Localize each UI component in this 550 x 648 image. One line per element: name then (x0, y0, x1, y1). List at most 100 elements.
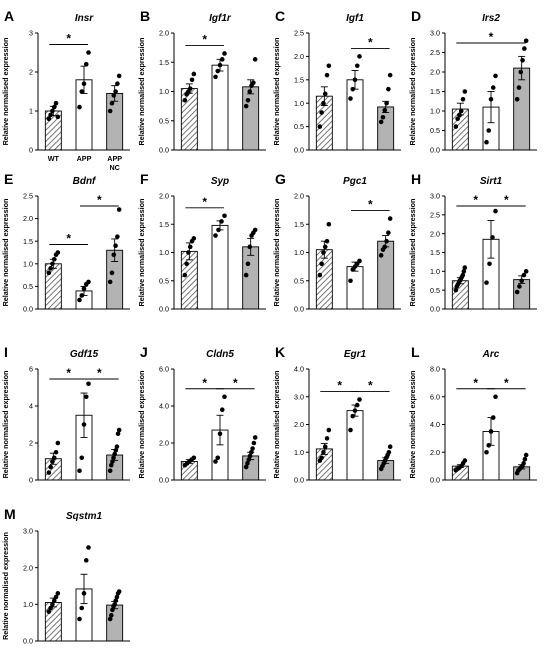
y-tick-label: 1.0 (159, 248, 169, 257)
data-point (252, 57, 258, 62)
y-axis-label: Relative normalised expression (272, 371, 281, 479)
data-point (50, 108, 55, 114)
data-point (83, 558, 89, 563)
panel-letter: K (275, 344, 285, 360)
panel-d: D Irs2 Relative normalised expression 0.0 0.… (408, 8, 537, 155)
data-point (48, 112, 53, 118)
sig-asterisk: * (202, 376, 207, 390)
data-point (116, 73, 122, 79)
bar (44, 602, 62, 642)
panel-letter: H (411, 171, 421, 187)
data-point (213, 233, 218, 238)
panel-g: G Pgc1 Relative normalised expression 0.0 0.… (272, 171, 401, 314)
data-point (521, 461, 526, 466)
bar (180, 88, 198, 151)
y-tick-label: 6.0 (430, 392, 440, 401)
data-point (48, 464, 53, 470)
data-point (326, 221, 332, 227)
data-point (112, 602, 117, 607)
data-point (107, 279, 113, 285)
data-point (51, 598, 57, 603)
y-tick-label: 0.0 (294, 476, 304, 485)
data-point (324, 238, 330, 244)
data-point (380, 114, 386, 120)
data-point (110, 607, 115, 613)
data-point (493, 394, 498, 400)
y-tick-label: 0.0 (294, 146, 304, 155)
data-point (243, 272, 249, 278)
data-point (352, 408, 358, 413)
y-tick-label: 3.0 (430, 192, 440, 201)
gene-title: Insr (75, 13, 94, 24)
y-tick-label: 2.0 (430, 68, 440, 77)
y-tick-label: 2.0 (430, 229, 440, 238)
data-point (462, 89, 468, 94)
panel-c: C Igf1 Relative normalised expression 0.0 0.… (272, 8, 401, 155)
y-axis-label: Relative normalised expression (1, 199, 10, 307)
data-point (114, 444, 120, 450)
gene-title: Pgc1 (343, 176, 367, 187)
bar (451, 280, 469, 310)
panel-a: A Insr Relative normalised expression 0 1 2 3 W… (1, 8, 130, 172)
data-point (378, 119, 384, 125)
data-point (247, 89, 253, 94)
data-point (213, 459, 218, 464)
data-point (107, 468, 113, 474)
data-point (322, 444, 328, 450)
bar (211, 224, 229, 310)
sig-asterisk: * (473, 376, 478, 390)
data-point (51, 256, 57, 262)
sig-asterisk: * (504, 193, 509, 207)
data-point (191, 455, 197, 461)
y-tick-label: 1.0 (294, 248, 304, 257)
sig-asterisk: * (233, 376, 238, 390)
data-point (252, 435, 258, 440)
data-point (187, 86, 193, 91)
data-point (219, 219, 224, 224)
data-point (484, 449, 489, 455)
y-tick-label: 2.0 (294, 192, 304, 201)
data-point (321, 250, 326, 255)
sig-asterisk: * (489, 30, 494, 44)
data-point (48, 605, 53, 611)
bar (106, 92, 124, 151)
data-point (249, 449, 254, 455)
data-point (51, 455, 57, 461)
data-point (518, 69, 524, 75)
y-axis-label: Relative normalised expression (137, 199, 146, 307)
y-tick-label: 1.5 (23, 237, 33, 246)
y-tick-label: 2.5 (23, 192, 33, 201)
data-point (83, 61, 89, 67)
data-point (350, 86, 356, 92)
data-point (460, 97, 466, 102)
panel-h: H Sirt1 Relative normalised expression 0.0 0… (408, 171, 537, 314)
y-tick-label: 0.0 (159, 146, 169, 155)
data-point (79, 455, 85, 461)
data-point (213, 74, 218, 80)
data-point (113, 243, 118, 249)
data-point (251, 80, 256, 86)
data-point (348, 96, 353, 101)
data-point (251, 440, 257, 446)
data-point (219, 407, 225, 413)
y-axis-label: Relative normalised expression (408, 38, 417, 146)
data-point (386, 86, 391, 92)
data-point (246, 457, 252, 462)
data-point (189, 77, 195, 83)
data-point (113, 448, 119, 453)
data-point (115, 234, 120, 239)
y-tick-label: 0.0 (23, 637, 33, 646)
y-tick-label: 2.0 (159, 439, 169, 448)
gene-title: Sqstm1 (66, 511, 103, 522)
data-point (77, 468, 82, 474)
data-point (378, 253, 384, 258)
panels-layer: A Insr Relative normalised expression 0 1 2 3 W… (1, 8, 537, 646)
y-tick-label: 2.0 (159, 192, 169, 201)
data-point (382, 244, 388, 250)
data-point (216, 227, 221, 233)
bar (513, 67, 531, 151)
bar (513, 279, 531, 310)
panel-letter: M (4, 506, 16, 522)
panel-letter: J (140, 344, 148, 360)
data-point (50, 459, 55, 464)
